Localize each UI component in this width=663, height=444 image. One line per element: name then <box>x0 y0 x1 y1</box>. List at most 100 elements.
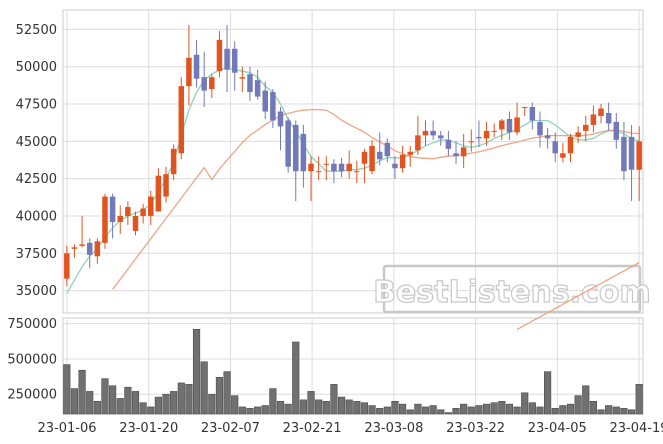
candle-body-up <box>491 130 497 132</box>
candle-body-down <box>247 74 253 93</box>
candle <box>224 24 230 93</box>
volume-bar <box>276 400 285 415</box>
volume-bar <box>536 406 544 415</box>
candle <box>178 77 185 160</box>
candle <box>613 112 620 149</box>
candle <box>430 120 436 140</box>
candle <box>392 156 398 179</box>
volume-bar <box>307 391 315 415</box>
candle-body-down <box>506 118 513 133</box>
volume-y-tick-label: 750000 <box>7 317 57 332</box>
volume-bar <box>292 341 300 415</box>
volume-bar <box>200 361 208 415</box>
volume-plot-frame <box>62 317 644 415</box>
candle <box>132 211 139 236</box>
price-y-tick-label: 35000 <box>16 284 57 299</box>
price-y-tick-label: 37500 <box>16 247 57 262</box>
candle <box>354 160 360 184</box>
candle <box>102 193 108 249</box>
candle-body-up <box>239 77 246 79</box>
candle <box>506 111 513 140</box>
volume-bar <box>383 406 391 415</box>
x-tick-label: 23-03-22 <box>446 421 505 436</box>
candle <box>598 104 604 124</box>
candle-body-down <box>109 196 116 222</box>
candle <box>315 156 322 181</box>
candle-body-up <box>178 86 185 154</box>
candle <box>453 141 459 164</box>
candle <box>476 120 482 148</box>
price-y-tick-label: 47500 <box>16 98 57 113</box>
candle-body-down <box>613 121 620 140</box>
candle-body-down <box>270 92 276 121</box>
candle-body-down <box>552 141 558 154</box>
candle <box>308 156 314 202</box>
volume-bar <box>238 406 246 415</box>
candle <box>239 66 246 93</box>
volume-bar <box>254 406 262 415</box>
volume-bar <box>269 388 277 415</box>
candle-body-down <box>529 107 536 121</box>
candle-body-up <box>560 153 566 158</box>
candle <box>79 215 85 248</box>
candle <box>148 190 154 225</box>
candle <box>575 126 581 143</box>
candle-body-up <box>132 215 139 231</box>
price-y-tick-label: 40000 <box>16 209 57 224</box>
candle <box>407 145 413 167</box>
volume-bar <box>337 396 346 415</box>
volume-bar <box>528 402 536 415</box>
candle-body-down <box>262 90 268 112</box>
volume-bar <box>475 405 483 415</box>
volume-bar <box>437 409 445 415</box>
candle-body-up <box>460 147 467 157</box>
candle <box>277 107 284 151</box>
volume-bar <box>246 408 254 415</box>
candle-body-up <box>636 141 642 170</box>
candle <box>499 118 505 140</box>
volume-bar <box>551 408 559 415</box>
volume-bar <box>330 384 338 415</box>
candle-body-up <box>590 114 597 125</box>
candle <box>293 120 299 202</box>
volume-bar <box>582 385 590 415</box>
volume-bar <box>368 405 376 415</box>
price-y-tick-label: 52500 <box>16 23 57 38</box>
candle-body-up <box>407 151 413 155</box>
candle-body-down <box>453 153 459 157</box>
candle-body-up <box>422 130 429 136</box>
candle-body-up <box>163 174 169 197</box>
volume-bar <box>147 406 155 415</box>
candle-body-up <box>346 163 352 172</box>
candle <box>567 133 574 163</box>
volume-bar <box>353 400 361 415</box>
candle-body-up <box>598 108 604 116</box>
volume-bar <box>399 403 407 415</box>
candle <box>483 121 490 146</box>
candle-body-down <box>430 130 436 136</box>
x-tick-label: 23-01-20 <box>119 421 178 436</box>
candle-body-up <box>102 196 108 243</box>
candle <box>468 129 475 152</box>
moving-average-lines <box>66 67 640 330</box>
volume-bar <box>139 402 147 415</box>
volume-bar <box>315 399 323 415</box>
candle-body-up <box>148 196 154 216</box>
candle <box>376 132 383 166</box>
candle-body-up <box>315 171 322 173</box>
candle-body-down <box>392 163 398 169</box>
candle-body-up <box>71 247 78 249</box>
candle-body-up <box>415 135 421 151</box>
x-tick-label: 23-04-05 <box>528 421 587 436</box>
candle <box>399 145 406 173</box>
candle <box>369 139 375 175</box>
candle-body-up <box>361 151 368 164</box>
volume-bar <box>284 403 292 415</box>
volume-bar <box>322 400 330 415</box>
x-tick-label: 23-04-19 <box>609 421 663 436</box>
candle <box>514 102 520 136</box>
candle-body-up <box>499 120 505 130</box>
candle <box>415 115 421 155</box>
volume-bar <box>612 406 620 415</box>
volume-bar <box>185 384 193 415</box>
